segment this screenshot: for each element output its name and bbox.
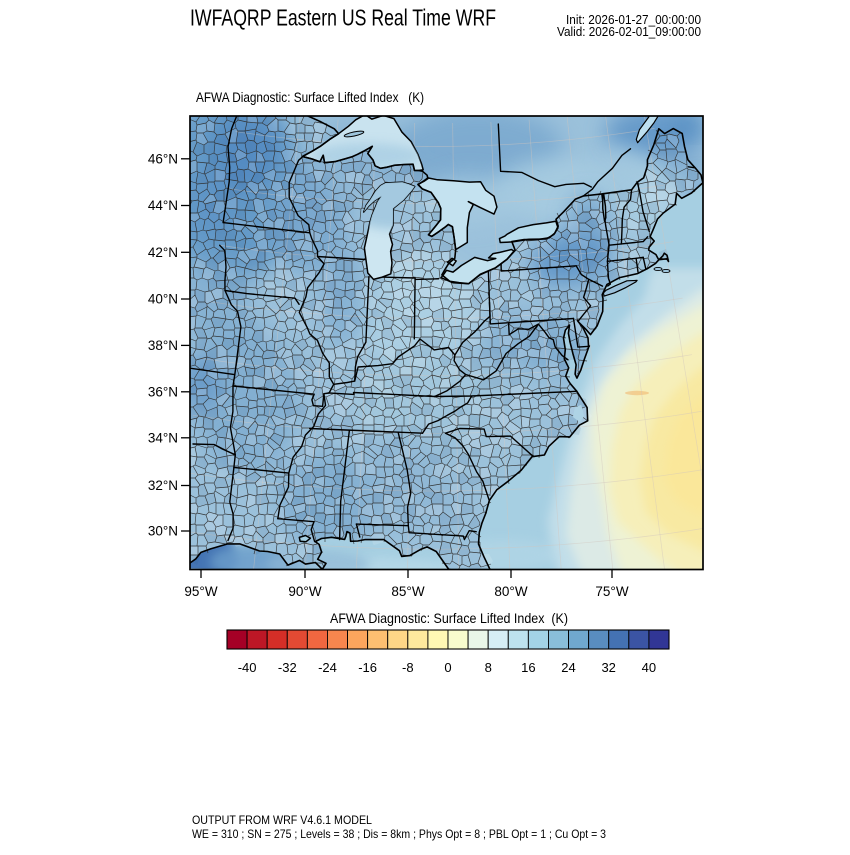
svg-text:32°N: 32°N	[148, 478, 178, 493]
svg-text:95°W: 95°W	[184, 584, 217, 599]
svg-text:0: 0	[444, 660, 451, 675]
svg-text:Init: 2026-01-27_00:00:00: Init: 2026-01-27_00:00:00	[566, 13, 701, 27]
svg-text:75°W: 75°W	[595, 584, 628, 599]
svg-text:OUTPUT FROM WRF V4.6.1 MODEL: OUTPUT FROM WRF V4.6.1 MODEL	[192, 813, 372, 827]
svg-text:46°N: 46°N	[148, 151, 178, 166]
svg-text:24: 24	[561, 660, 575, 675]
svg-text:40°N: 40°N	[148, 292, 178, 307]
svg-text:Valid: 2026-02-01_09:00:00: Valid: 2026-02-01_09:00:00	[557, 25, 701, 39]
svg-text:-24: -24	[318, 660, 337, 675]
svg-text:8: 8	[485, 660, 492, 675]
svg-text:32: 32	[601, 660, 615, 675]
svg-text:36°N: 36°N	[148, 384, 178, 399]
svg-text:90°W: 90°W	[288, 584, 321, 599]
svg-text:38°N: 38°N	[148, 338, 178, 353]
svg-text:85°W: 85°W	[391, 584, 424, 599]
svg-text:AFWA Diagnostic: Surface Lifte: AFWA Diagnostic: Surface Lifted Index (K…	[196, 90, 424, 105]
svg-text:42°N: 42°N	[148, 245, 178, 260]
svg-text:40: 40	[642, 660, 656, 675]
svg-text:AFWA Diagnostic: Surface Lifte: AFWA Diagnostic: Surface Lifted Index (K…	[330, 611, 568, 626]
svg-text:80°W: 80°W	[494, 584, 527, 599]
svg-text:IWFAQRP Eastern US Real Time W: IWFAQRP Eastern US Real Time WRF	[190, 5, 496, 31]
svg-text:-32: -32	[278, 660, 297, 675]
svg-text:-8: -8	[402, 660, 414, 675]
svg-text:44°N: 44°N	[148, 198, 178, 213]
svg-text:30°N: 30°N	[148, 524, 178, 539]
svg-text:-40: -40	[238, 660, 257, 675]
svg-text:16: 16	[521, 660, 535, 675]
svg-text:34°N: 34°N	[148, 430, 178, 445]
svg-text:WE = 310 ; SN = 275 ; Levels =: WE = 310 ; SN = 275 ; Levels = 38 ; Dis …	[192, 827, 606, 841]
svg-text:-16: -16	[358, 660, 377, 675]
